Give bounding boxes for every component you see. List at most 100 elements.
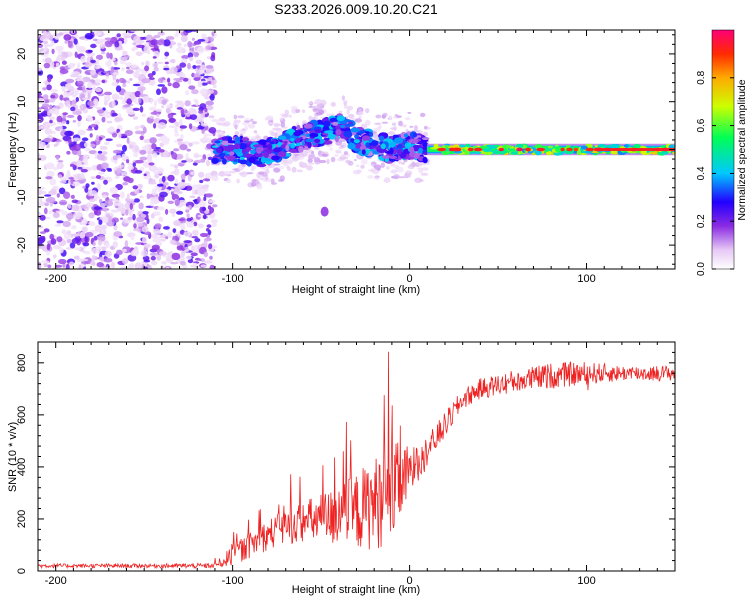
noise-blob bbox=[50, 88, 58, 93]
signal-halo-blob bbox=[355, 164, 360, 168]
signal-blob bbox=[314, 129, 322, 134]
y-tick-label: 600 bbox=[16, 406, 28, 424]
signal-blob bbox=[290, 137, 295, 142]
signal-halo-blob bbox=[286, 159, 293, 165]
y-tick-label: 0 bbox=[16, 568, 28, 574]
noise-blob bbox=[192, 262, 198, 269]
noise-blob bbox=[198, 110, 204, 114]
signal-halo-blob bbox=[307, 101, 314, 104]
noise-blob bbox=[70, 74, 79, 78]
signal-blob bbox=[238, 142, 247, 150]
stable-blob bbox=[611, 151, 618, 155]
snr-panel: -200 -100 0 100 0 200 400 600 800 Height of stra… bbox=[7, 341, 676, 596]
noise-blob bbox=[77, 166, 83, 170]
noise-blob bbox=[211, 118, 218, 122]
noise-blob bbox=[179, 76, 184, 81]
noise-blob bbox=[93, 235, 98, 241]
noise-blob bbox=[175, 178, 179, 185]
noise-blob bbox=[180, 134, 184, 140]
noise-blob bbox=[190, 252, 198, 257]
stable-peak-blob bbox=[589, 147, 594, 152]
signal-halo-blob bbox=[334, 154, 340, 157]
noise-blob bbox=[88, 150, 97, 155]
noise-blob bbox=[208, 243, 213, 250]
signal-blob bbox=[336, 115, 346, 122]
signal-halo-blob bbox=[266, 115, 274, 121]
noise-blob bbox=[71, 237, 80, 244]
signal-halo-blob bbox=[314, 147, 320, 150]
signal-blob bbox=[283, 141, 288, 144]
stable-blob bbox=[660, 151, 669, 155]
noise-blob bbox=[197, 223, 204, 229]
noise-blob bbox=[50, 188, 57, 196]
noise-blob bbox=[147, 264, 152, 269]
noise-blob bbox=[106, 120, 113, 124]
noise-blob bbox=[128, 208, 132, 215]
noise-blob bbox=[53, 254, 57, 259]
signal-blob bbox=[248, 156, 256, 163]
noise-blob bbox=[200, 258, 205, 263]
noise-blob bbox=[52, 212, 60, 219]
noise-blob bbox=[77, 119, 81, 127]
noise-blob bbox=[190, 171, 195, 176]
noise-blob bbox=[90, 260, 95, 266]
signal-halo-blob bbox=[407, 172, 412, 178]
noise-blob bbox=[98, 219, 103, 225]
noise-blob bbox=[97, 150, 103, 154]
signal-halo-blob bbox=[244, 125, 249, 131]
noise-blob bbox=[173, 78, 182, 81]
signal-halo-blob bbox=[360, 164, 365, 169]
signal-halo-blob bbox=[252, 178, 260, 185]
signal-halo-blob bbox=[374, 176, 380, 180]
noise-blob bbox=[132, 107, 140, 111]
noise-blob bbox=[144, 261, 148, 267]
noise-blob bbox=[46, 196, 56, 203]
signal-blob bbox=[239, 159, 248, 165]
noise-blob bbox=[112, 74, 117, 81]
noise-blob bbox=[158, 178, 163, 184]
noise-blob bbox=[66, 170, 71, 176]
signal-halo-blob bbox=[223, 170, 231, 176]
noise-blob bbox=[163, 39, 171, 47]
noise-blob bbox=[104, 250, 112, 258]
noise-blob bbox=[116, 249, 123, 255]
y-tick-label: 400 bbox=[16, 458, 28, 476]
noise-blob bbox=[134, 130, 143, 135]
noise-blob bbox=[130, 235, 135, 241]
noise-blob bbox=[43, 207, 48, 215]
noise-blob bbox=[89, 190, 98, 197]
noise-blob bbox=[84, 235, 88, 243]
noise-blob bbox=[153, 45, 159, 51]
signal-halo-blob bbox=[314, 100, 322, 104]
signal-halo-blob bbox=[326, 158, 330, 165]
noise-blob bbox=[56, 236, 63, 243]
signal-halo-blob bbox=[343, 151, 348, 156]
noise-blob bbox=[145, 60, 150, 67]
noise-blob bbox=[103, 71, 111, 74]
noise-blob bbox=[40, 124, 49, 130]
noise-blob bbox=[95, 106, 103, 110]
noise-blob bbox=[129, 203, 133, 210]
signal-halo-blob bbox=[353, 158, 357, 162]
noise-blob bbox=[81, 226, 88, 233]
noise-blob bbox=[208, 199, 216, 203]
noise-blob bbox=[121, 153, 127, 161]
noise-blob bbox=[141, 61, 145, 66]
noise-blob bbox=[109, 186, 119, 194]
stable-peak-blob bbox=[473, 147, 483, 152]
noise-blob bbox=[70, 30, 76, 34]
signal-halo-blob bbox=[243, 120, 251, 123]
noise-blob bbox=[90, 69, 96, 76]
noise-blob bbox=[139, 135, 144, 141]
noise-blob bbox=[193, 221, 198, 227]
noise-blob bbox=[66, 239, 73, 244]
noise-blob bbox=[104, 100, 108, 106]
noise-blob bbox=[143, 138, 152, 144]
noise-blob bbox=[122, 258, 129, 265]
noise-blob bbox=[193, 51, 199, 58]
colorbar-label: Normalized spectral amplitude bbox=[736, 79, 748, 220]
noise-blob bbox=[90, 143, 96, 148]
noise-blob bbox=[87, 81, 93, 89]
noise-blob bbox=[66, 114, 75, 118]
noise-blob bbox=[201, 33, 207, 38]
